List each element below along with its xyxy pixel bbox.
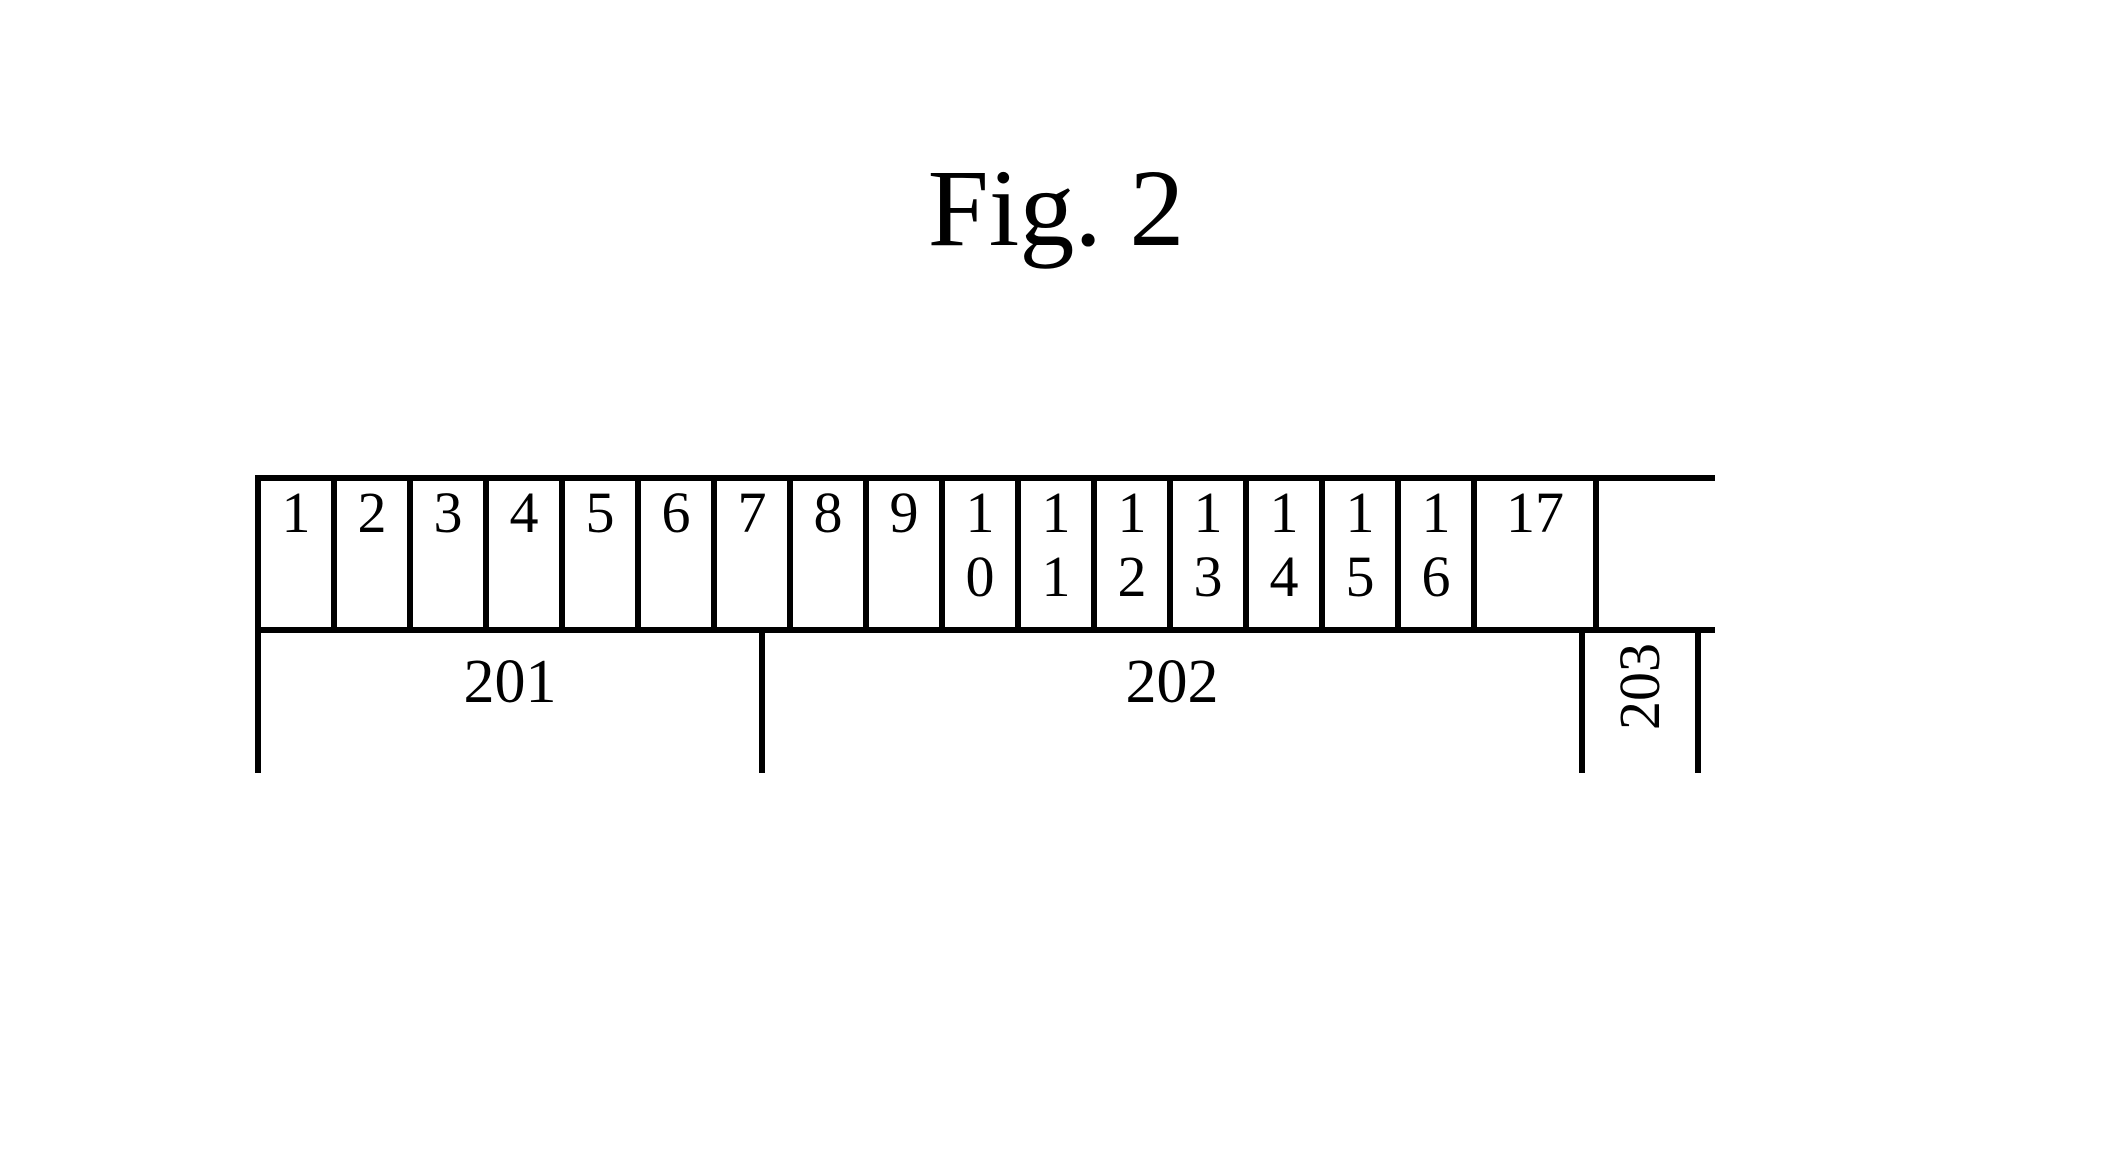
cell-2: 2 <box>331 481 407 627</box>
cell-8: 8 <box>787 481 863 627</box>
diagram-container: 1 2 3 4 5 6 7 8 9 1 0 1 1 1 2 1 3 1 4 1 … <box>255 475 1715 773</box>
cell-6: 6 <box>635 481 711 627</box>
cell-1: 1 <box>255 481 331 627</box>
cell-15: 1 5 <box>1319 481 1395 627</box>
cell-12: 1 2 <box>1091 481 1167 627</box>
cell-17: 17 <box>1471 481 1599 627</box>
figure-title: Fig. 2 <box>928 145 1185 272</box>
groups-row: 201 202 203 <box>255 633 1715 773</box>
group-201: 201 <box>255 633 759 773</box>
group-203-label: 203 <box>1611 643 1669 730</box>
cells-row: 1 2 3 4 5 6 7 8 9 1 0 1 1 1 2 1 3 1 4 1 … <box>255 475 1715 633</box>
group-202: 202 <box>759 633 1579 773</box>
cell-10: 1 0 <box>939 481 1015 627</box>
cell-5: 5 <box>559 481 635 627</box>
cell-14: 1 4 <box>1243 481 1319 627</box>
cell-9: 9 <box>863 481 939 627</box>
cell-13: 1 3 <box>1167 481 1243 627</box>
cell-4: 4 <box>483 481 559 627</box>
group-202-label: 202 <box>1126 647 1219 718</box>
cell-7: 7 <box>711 481 787 627</box>
cell-11: 1 1 <box>1015 481 1091 627</box>
cell-3: 3 <box>407 481 483 627</box>
cell-16: 1 6 <box>1395 481 1471 627</box>
group-201-label: 201 <box>464 647 557 718</box>
group-203: 203 <box>1579 633 1701 773</box>
